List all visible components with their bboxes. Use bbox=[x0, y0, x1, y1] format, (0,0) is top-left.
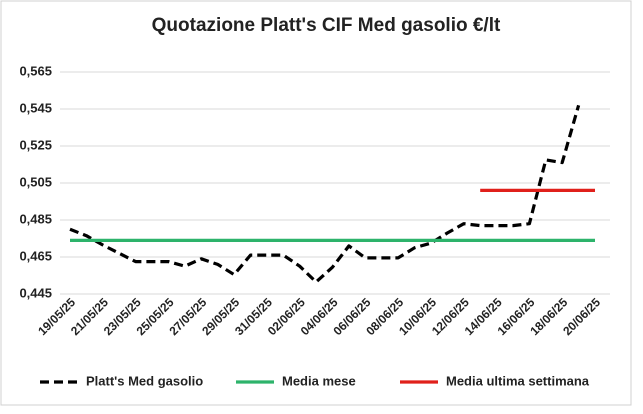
y-tick-label: 0,505 bbox=[19, 174, 52, 189]
y-tick-label: 0,565 bbox=[19, 63, 52, 78]
y-tick-label: 0,465 bbox=[19, 248, 52, 263]
legend-label: Media mese bbox=[282, 373, 356, 388]
legend-label: Platt's Med gasolio bbox=[86, 373, 203, 388]
y-tick-label: 0,545 bbox=[19, 100, 52, 115]
legend-label: Media ultima settimana bbox=[446, 373, 590, 388]
y-tick-label: 0,485 bbox=[19, 211, 52, 226]
y-tick-label: 0,525 bbox=[19, 137, 52, 152]
chart-title: Quotazione Platt's CIF Med gasolio €/lt bbox=[152, 15, 501, 36]
series-line bbox=[69, 104, 581, 284]
y-tick-label: 0,445 bbox=[19, 285, 52, 300]
chart-frame bbox=[0, 0, 632, 406]
